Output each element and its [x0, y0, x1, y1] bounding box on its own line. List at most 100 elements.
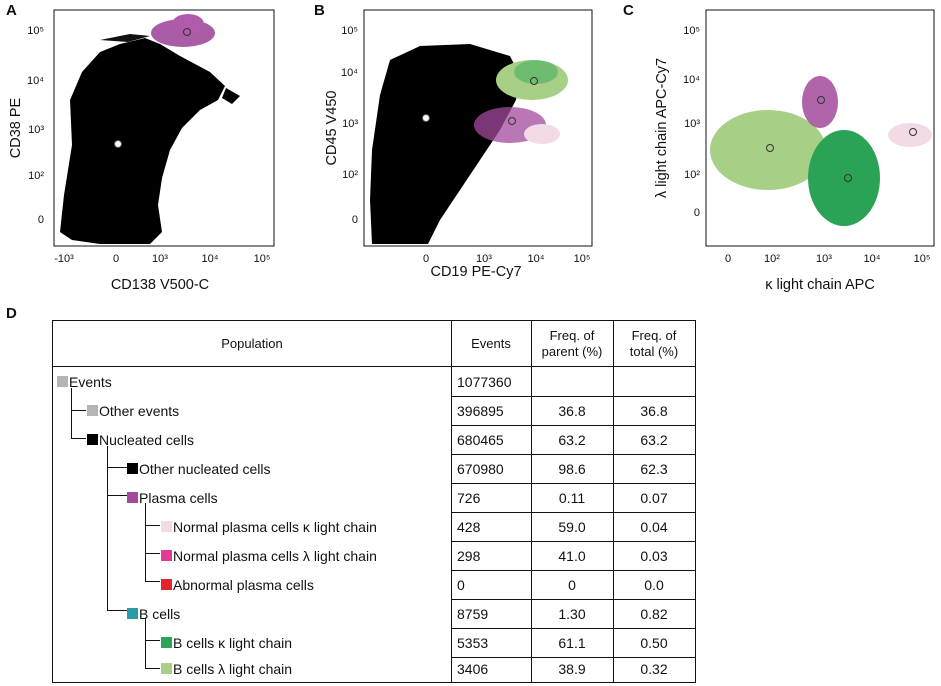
legend-swatch	[87, 405, 98, 416]
legend-swatch	[87, 434, 98, 445]
events-cell: 1077360	[457, 373, 512, 390]
parent-freq-cell: 41.0	[558, 547, 586, 564]
legend-swatch	[161, 579, 172, 590]
panel-b-xtick: 10³	[476, 253, 492, 265]
panel-a-black-population	[60, 34, 240, 244]
panel-b-frame	[363, 9, 593, 247]
table-row: Events 1077360	[53, 367, 695, 396]
row-divider	[451, 541, 695, 542]
total-freq-cell: 63.2	[640, 431, 668, 448]
column-divider	[613, 321, 614, 682]
legend-swatch	[161, 550, 172, 561]
parent-freq-cell: 1.30	[558, 605, 586, 622]
table-row: Other events 396895 36.8 36.8	[53, 396, 695, 425]
panel-c-b-lambda-population	[710, 110, 826, 190]
tree-connector	[107, 494, 128, 611]
population-label: Other events	[99, 402, 180, 419]
panel-c-ytick: 10³	[684, 118, 700, 130]
panel-c-centroid-marker	[766, 144, 774, 152]
panel-b-xtick: 10⁵	[574, 253, 591, 265]
population-label: Events	[69, 373, 112, 390]
events-cell: 8759	[457, 605, 489, 622]
table-row: Plasma cells 726 0.11 0.07	[53, 483, 695, 512]
panel-b-ytick: 10⁵	[341, 25, 358, 37]
population-label: B cells λ light chain	[173, 660, 293, 677]
panel-b-plot: 10⁵ 10⁴ 10³ 10² 0 0 10³ 10⁴ 10⁵ CD19 PE-…	[324, 9, 593, 280]
panel-a-centroid-marker	[114, 140, 122, 148]
table-row: B cells λ light chain 3406 38.9 0.32	[53, 654, 695, 683]
panel-b-ytick: 0	[352, 214, 358, 226]
population-label: Abnormal plasma cells	[173, 576, 314, 593]
panel-c-frame	[705, 9, 935, 247]
population-label: Other nucleated cells	[139, 460, 271, 477]
panel-b-black-population	[370, 44, 520, 244]
population-cell: Other nucleated cells	[127, 454, 271, 483]
panel-a-xtick: 0	[113, 253, 119, 265]
legend-swatch	[161, 637, 172, 648]
panel-a-ytick: 0	[38, 214, 44, 226]
panel-a-frame	[53, 9, 275, 247]
panel-a-letter: A	[6, 2, 17, 19]
population-label: B cells	[139, 605, 181, 622]
panel-b-xlabel: CD19 PE-Cy7	[430, 264, 521, 280]
row-divider	[451, 483, 695, 484]
parent-freq-cell: 0	[568, 576, 576, 593]
population-cell: Abnormal plasma cells	[161, 570, 314, 599]
total-freq-cell: 62.3	[640, 460, 668, 477]
panel-b-centroid-marker	[530, 77, 538, 85]
total-freq-cell: 0.03	[640, 547, 668, 564]
panel-a-ytick: 10⁴	[27, 75, 44, 87]
column-divider	[451, 321, 452, 682]
panel-a-ytick: 10³	[28, 124, 44, 136]
parent-freq-cell: 98.6	[558, 460, 586, 477]
total-freq-cell	[613, 367, 695, 396]
population-label: Plasma cells	[139, 489, 218, 506]
panel-c-plasma-kappa-population	[888, 123, 932, 147]
panel-a-xlabel: CD138 V500-C	[111, 277, 209, 293]
panel-b-xtick: 0	[423, 253, 429, 265]
population-cell: B cells κ light chain	[161, 628, 292, 657]
panel-c-xtick: 10⁵	[914, 253, 931, 265]
events-cell: 680465	[457, 431, 504, 448]
population-cell: Events	[57, 367, 112, 396]
header-freq-parent: Freq. of parent (%)	[531, 321, 613, 367]
panel-b-ytick: 10⁴	[341, 67, 358, 79]
legend-swatch	[57, 376, 68, 387]
table-row: Abnormal plasma cells 0 0 0.0	[53, 570, 695, 599]
legend-swatch	[161, 663, 172, 674]
tree-connector	[145, 618, 160, 641]
panel-c-ylabel: λ light chain APC-Cy7	[654, 58, 670, 198]
column-divider	[531, 321, 532, 682]
total-freq-cell: 0.32	[640, 660, 668, 677]
table-row: Normal plasma cells κ light chain 428 59…	[53, 512, 695, 541]
tree-connector	[107, 466, 128, 496]
events-cell: 726	[457, 489, 481, 506]
panel-c-xtick: 10³	[816, 253, 832, 265]
panel-a-centroid-marker	[183, 28, 191, 36]
panel-c-xtick: 10²	[764, 253, 780, 265]
total-freq-cell: 0.0	[644, 576, 664, 593]
row-divider	[451, 396, 695, 397]
panel-b-centroid-marker	[422, 114, 430, 122]
population-label: B cells κ light chain	[173, 634, 293, 651]
panel-a-ylabel: CD38 PE	[8, 97, 24, 158]
row-divider	[451, 512, 695, 513]
table-row: B cells 8759 1.30 0.82	[53, 599, 695, 628]
total-freq-cell: 36.8	[640, 402, 668, 419]
panel-b-ytick: 10³	[342, 118, 358, 130]
events-cell: 298	[457, 547, 481, 564]
panel-c-letter: C	[623, 2, 634, 19]
panel-b-bcell-population	[496, 60, 568, 100]
panel-c-plasma-lambda-population	[802, 76, 838, 128]
events-cell: 3406	[457, 660, 489, 677]
population-cell: Nucleated cells	[87, 425, 194, 454]
population-cell: B cells λ light chain	[161, 654, 292, 683]
events-cell: 396895	[457, 402, 504, 419]
population-cell: Plasma cells	[127, 483, 218, 512]
parent-freq-cell: 0.11	[558, 489, 586, 506]
tree-connector	[107, 446, 128, 468]
row-divider	[451, 628, 695, 629]
legend-swatch	[161, 521, 172, 532]
panel-a-xtick: 10³	[152, 253, 168, 265]
total-freq-cell: 0.50	[640, 634, 668, 651]
